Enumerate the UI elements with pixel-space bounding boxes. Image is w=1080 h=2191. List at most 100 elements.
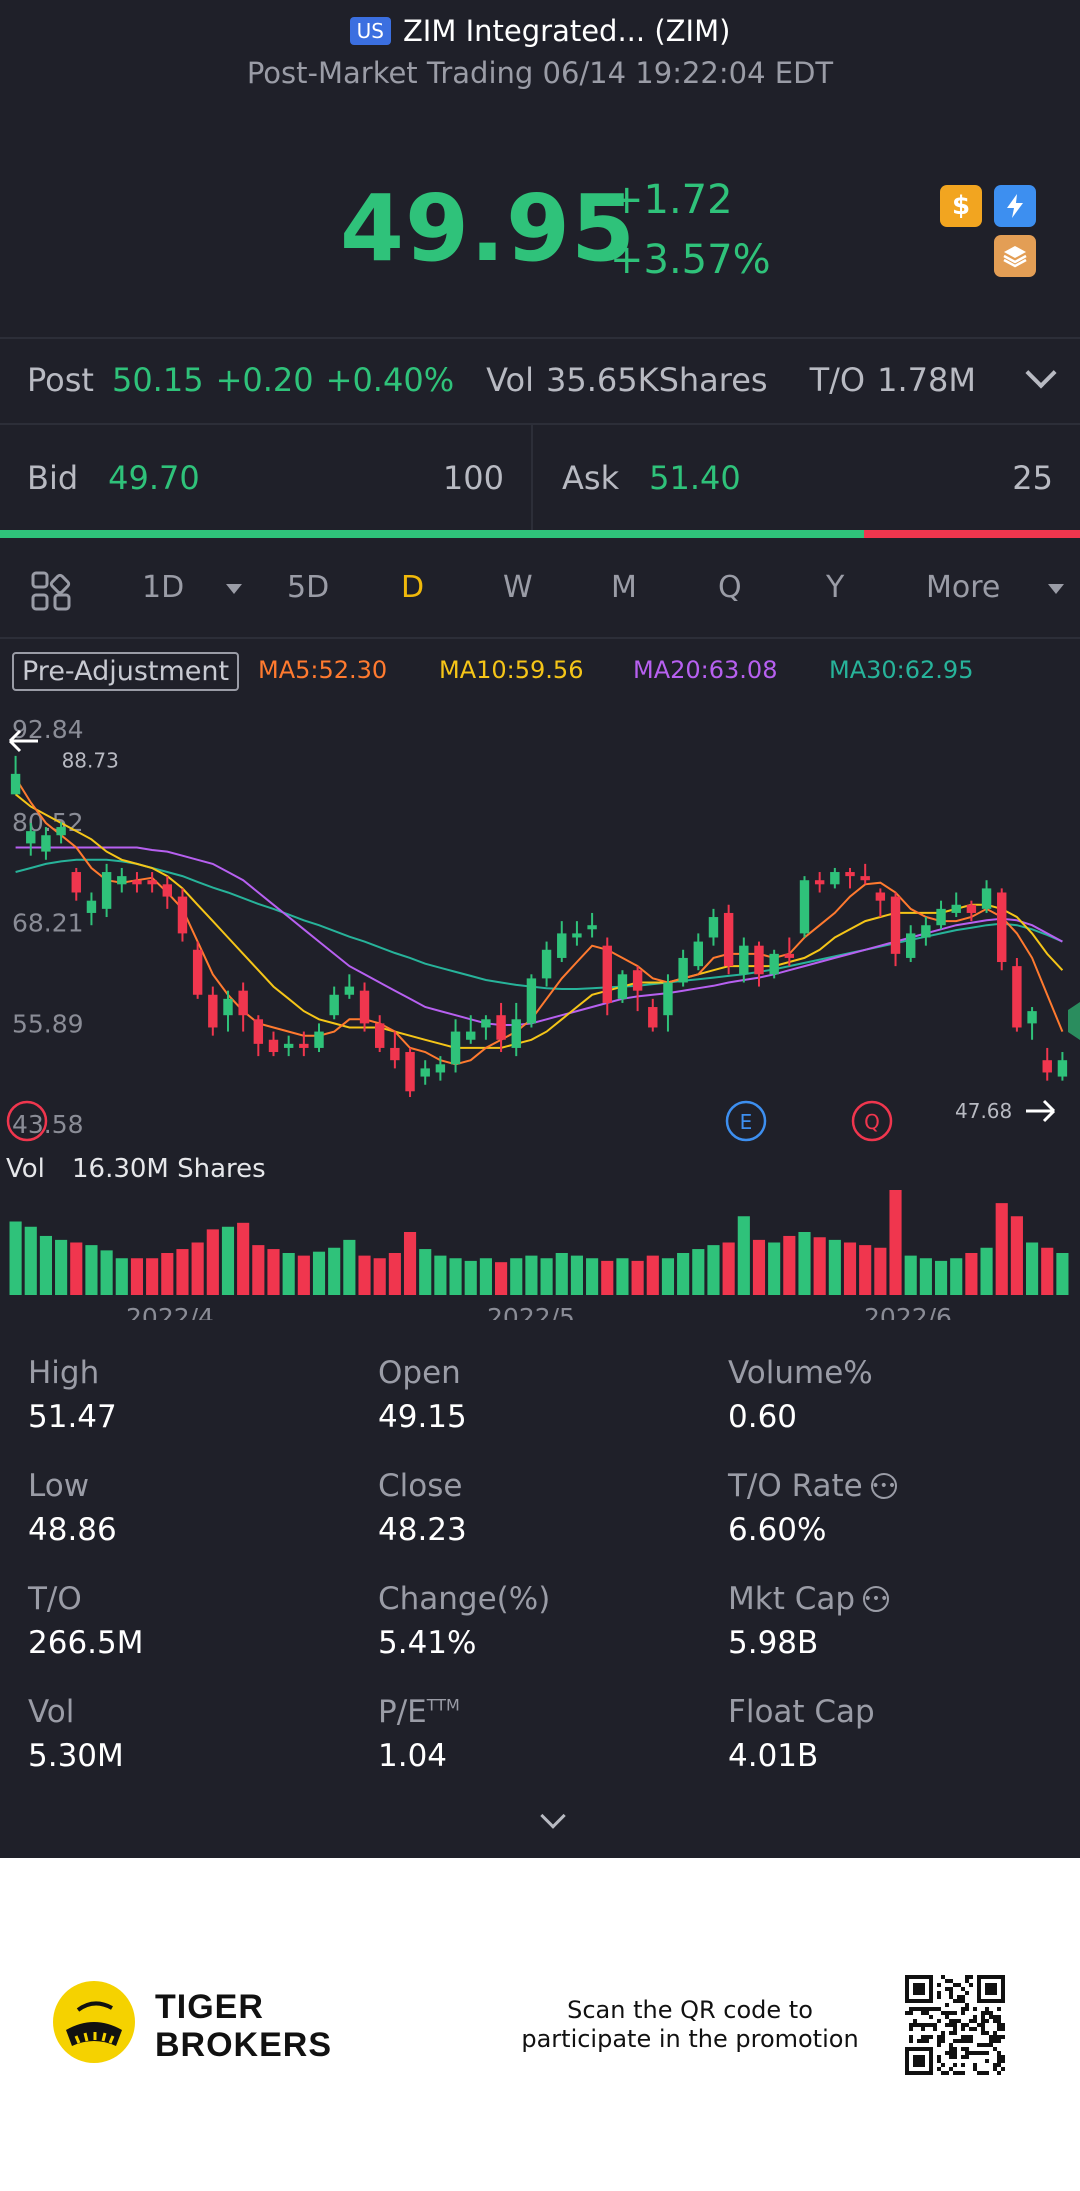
qr-module xyxy=(997,2027,1001,2031)
candle-body xyxy=(390,1047,400,1061)
candle-body xyxy=(966,904,977,913)
expand-chevron-icon[interactable] xyxy=(540,1803,566,1829)
pre-adjustment-toggle[interactable]: Pre-Adjustment xyxy=(12,652,240,691)
qr-module xyxy=(949,2043,953,2047)
layout-grid-icon[interactable] xyxy=(30,570,72,612)
stat-high: High 51.47 xyxy=(28,1355,368,1435)
x-tick-label: 2022/5 xyxy=(487,1303,575,1320)
qr-module xyxy=(997,2019,1001,2023)
qr-module xyxy=(985,1983,997,1995)
qr-module xyxy=(925,2035,929,2039)
volume-bar xyxy=(889,1190,902,1295)
qr-module xyxy=(925,2023,929,2027)
stat-label: Mkt Cap ••• xyxy=(728,1581,1068,1617)
qr-module xyxy=(949,1987,953,1991)
qr-module xyxy=(933,2027,937,2031)
volume-bar xyxy=(267,1249,280,1295)
buy-marker-icon xyxy=(1068,1002,1080,1040)
qr-module xyxy=(945,2023,949,2027)
period-day[interactable]: D xyxy=(401,570,425,605)
stat-close: Close 48.23 xyxy=(378,1468,718,1548)
post-change-percent: +0.40% xyxy=(325,361,455,399)
candle-body xyxy=(708,917,719,938)
stat-value: 0.60 xyxy=(728,1399,798,1435)
qr-module xyxy=(921,2011,925,2015)
qr-module xyxy=(929,2035,933,2039)
qr-module xyxy=(985,2059,989,2063)
qr-code[interactable] xyxy=(905,1975,1005,2075)
chevron-down-icon[interactable] xyxy=(1025,357,1057,389)
volume-bar xyxy=(586,1258,599,1295)
period-more[interactable]: More xyxy=(926,570,1001,605)
dropdown-triangle-icon[interactable] xyxy=(1048,584,1064,594)
dollar-icon[interactable]: $ xyxy=(940,185,982,227)
header: US ZIM Integrated... (ZIM) Post-Market T… xyxy=(0,0,1080,120)
volume-bar xyxy=(737,1216,750,1295)
qr-module xyxy=(949,2023,953,2027)
stat-pe: P/ETTM 1.04 xyxy=(378,1694,718,1774)
info-icon[interactable]: ••• xyxy=(863,1586,890,1612)
volume-bar xyxy=(176,1249,189,1295)
bid-ask-ratio-bar xyxy=(0,530,1080,538)
candle-body xyxy=(101,872,112,909)
qr-module xyxy=(913,2019,917,2023)
qr-module xyxy=(969,1975,973,1979)
volume-bar xyxy=(631,1260,644,1295)
qr-module xyxy=(917,2023,921,2027)
volume-bar xyxy=(692,1249,705,1295)
bid-side: Bid 49.70 100 xyxy=(0,425,533,530)
qr-module xyxy=(973,2063,977,2067)
stat-value: 48.23 xyxy=(378,1512,467,1548)
period-month[interactable]: M xyxy=(611,570,637,605)
qr-module xyxy=(965,1979,969,1983)
stock-title[interactable]: ZIM Integrated... (ZIM) xyxy=(402,14,731,48)
volume-bar xyxy=(601,1260,614,1295)
qr-module xyxy=(969,1983,973,1987)
layers-icon[interactable] xyxy=(994,235,1036,277)
qr-module xyxy=(953,2047,957,2051)
qr-module xyxy=(997,2007,1001,2011)
qr-module xyxy=(997,2059,1001,2063)
qr-module xyxy=(949,1995,953,1999)
period-week[interactable]: W xyxy=(503,570,533,605)
candle-body xyxy=(830,872,840,885)
qr-module xyxy=(961,2047,965,2051)
candle-body xyxy=(663,982,673,1016)
candle-body xyxy=(1012,966,1022,1028)
candle-body xyxy=(26,831,36,844)
period-quarter[interactable]: Q xyxy=(718,570,742,605)
quote-panel: 49.95 +1.72 +3.57% $ xyxy=(0,165,1080,315)
candle-body xyxy=(435,1064,446,1073)
bolt-icon[interactable] xyxy=(994,185,1036,227)
qr-module xyxy=(989,2015,993,2019)
qr-module xyxy=(1001,2027,1005,2031)
qr-module xyxy=(973,2019,977,2023)
volume-bar xyxy=(525,1255,538,1295)
stat-label-text: Mkt Cap xyxy=(728,1581,856,1617)
qr-module xyxy=(969,2035,973,2039)
qr-module xyxy=(997,2063,1001,2067)
volume-bar xyxy=(70,1242,83,1295)
volume-bar xyxy=(343,1239,356,1295)
promo-text: Scan the QR code to participate in the p… xyxy=(500,1996,880,2054)
period-year[interactable]: Y xyxy=(826,570,845,605)
dropdown-triangle-icon[interactable] xyxy=(226,584,242,594)
qr-module xyxy=(941,2011,945,2015)
qr-module xyxy=(933,2007,937,2011)
qr-module xyxy=(989,2039,993,2043)
candle-body xyxy=(981,888,992,909)
qr-module xyxy=(961,2071,965,2075)
volume-bar xyxy=(55,1239,68,1295)
period-1d[interactable]: 1D xyxy=(142,570,185,605)
post-market-row[interactable]: Post 50.15 +0.20 +0.40% Vol 35.65KShares… xyxy=(0,340,1080,420)
qr-module xyxy=(989,2035,993,2039)
stat-label: Open xyxy=(378,1355,461,1391)
candlestick-chart[interactable]: 92.84 80.52 68.21 55.89 43.58 Vol 16.30M Shar… xyxy=(0,700,1080,1320)
qr-module xyxy=(937,2019,941,2023)
candle-body xyxy=(739,945,749,975)
candle-body xyxy=(1057,1060,1068,1077)
period-5d[interactable]: 5D xyxy=(287,570,330,605)
info-icon[interactable]: ••• xyxy=(870,1473,897,1499)
divider xyxy=(0,337,1080,339)
ask-label: Ask xyxy=(562,458,620,497)
